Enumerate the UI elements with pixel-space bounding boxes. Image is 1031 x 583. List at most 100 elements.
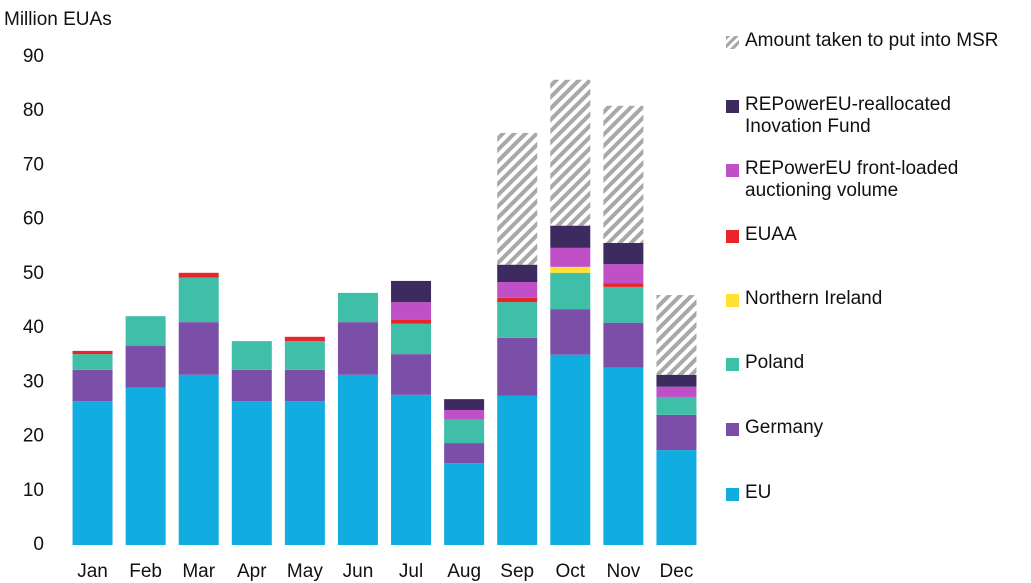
y-tick-label: 40 <box>23 317 44 338</box>
bar-segment <box>497 264 538 283</box>
y-tick-label: 70 <box>23 154 44 175</box>
legend-label: Germany <box>745 417 824 438</box>
bar-segment <box>284 341 325 370</box>
bar-segment <box>444 399 485 410</box>
y-tick-label: 80 <box>23 100 44 121</box>
bar-segment <box>550 272 591 310</box>
bar-segment <box>444 463 485 545</box>
legend-label: Poland <box>745 352 805 373</box>
legend-label: REPowerEU-reallocated Inovation Fund <box>745 94 951 137</box>
legend-swatch <box>726 488 739 501</box>
bar-segment <box>656 374 697 387</box>
bar-segment <box>231 369 272 402</box>
x-tick-label: Jun <box>343 561 374 582</box>
bar-segment <box>497 337 538 396</box>
bar-segment <box>231 341 272 370</box>
x-tick-label: Sep <box>500 561 534 582</box>
y-tick-label: 20 <box>23 426 44 447</box>
y-tick-label: 50 <box>23 263 44 284</box>
bar-segment <box>125 387 166 545</box>
y-tick-label: 60 <box>23 209 44 230</box>
bar-segment <box>391 354 432 395</box>
x-tick-label: May <box>287 561 323 582</box>
bar-segment <box>178 322 219 375</box>
bar-segment <box>72 401 113 545</box>
bar-segment <box>72 369 113 402</box>
bar-segment <box>72 350 113 355</box>
legend-swatch <box>726 423 739 436</box>
bar-segment <box>656 450 697 545</box>
x-tick-label: Oct <box>556 561 586 582</box>
bar-segment <box>603 367 644 545</box>
bar-segment <box>391 394 432 545</box>
bar-segment <box>497 132 538 265</box>
legend-item: EUAA <box>726 224 1020 246</box>
legend-item: Poland <box>726 352 1020 374</box>
bar-segment <box>178 374 219 545</box>
bar-segment <box>391 323 432 355</box>
legend-swatch <box>726 36 739 49</box>
bar-segment <box>391 280 432 303</box>
bar-segment <box>444 419 485 444</box>
bar-segment <box>497 302 538 338</box>
legend-item: REPowerEU-reallocated Inovation Fund <box>726 94 1020 138</box>
bar-segment <box>656 386 697 397</box>
legend-label: REPowerEU front-loaded auctioning volume <box>745 158 959 201</box>
y-tick-label: 10 <box>23 480 44 501</box>
legend-item: Amount taken to put into MSR <box>726 30 1020 52</box>
y-tick-label: 0 <box>33 534 44 555</box>
bar-segment <box>603 283 644 287</box>
legend-swatch <box>726 100 739 113</box>
bar-segment <box>72 354 113 370</box>
bar-segment <box>550 225 591 248</box>
legend-swatch <box>726 164 739 177</box>
legend-label: EUAA <box>745 224 797 245</box>
x-tick-label: Dec <box>660 561 694 582</box>
bar-segment <box>284 336 325 342</box>
x-tick-label: Mar <box>182 561 215 582</box>
bar-segment <box>603 242 644 265</box>
bar-segment <box>284 401 325 545</box>
bar-segment <box>550 354 591 545</box>
y-tick-label: 90 <box>23 46 44 67</box>
bar-segment <box>550 247 591 267</box>
bar-segment <box>391 319 432 324</box>
x-tick-label: Apr <box>237 561 267 582</box>
bar-segment <box>125 346 166 388</box>
bar-segment <box>550 266 591 273</box>
bar-segment <box>656 396 697 415</box>
bar-segment <box>603 105 644 243</box>
bar-segment <box>284 369 325 402</box>
bar-segment <box>603 286 644 323</box>
bar-segment <box>603 322 644 368</box>
bar-segment <box>497 297 538 303</box>
bar-segment <box>178 272 219 278</box>
bar-segment <box>444 443 485 464</box>
bar-segment <box>603 264 644 284</box>
x-tick-label: Jul <box>399 561 423 582</box>
bar-segment <box>337 374 378 545</box>
legend-item: Germany <box>726 417 1020 439</box>
bar-segment <box>497 395 538 545</box>
legend-label: Northern Ireland <box>745 288 883 309</box>
bar-segment <box>656 414 697 451</box>
x-tick-label: Aug <box>447 561 481 582</box>
bar-segment <box>497 282 538 298</box>
bar-segment <box>550 79 591 226</box>
legend-swatch <box>726 230 739 243</box>
bar-segment <box>656 295 697 375</box>
bar-segment <box>444 409 485 420</box>
x-tick-label: Feb <box>129 561 162 582</box>
legend-swatch <box>726 294 739 307</box>
legend-item: REPowerEU front-loaded auctioning volume <box>726 158 1020 202</box>
legend-item: EU <box>726 482 1020 504</box>
y-axis-label: Million EUAs <box>4 9 112 30</box>
legend-item: Northern Ireland <box>726 288 1020 310</box>
bar-segment <box>550 309 591 355</box>
x-tick-label: Jan <box>77 561 108 582</box>
bar-segment <box>391 302 432 320</box>
bar-segment <box>337 322 378 375</box>
bar-segment <box>178 277 219 323</box>
legend-swatch <box>726 358 739 371</box>
